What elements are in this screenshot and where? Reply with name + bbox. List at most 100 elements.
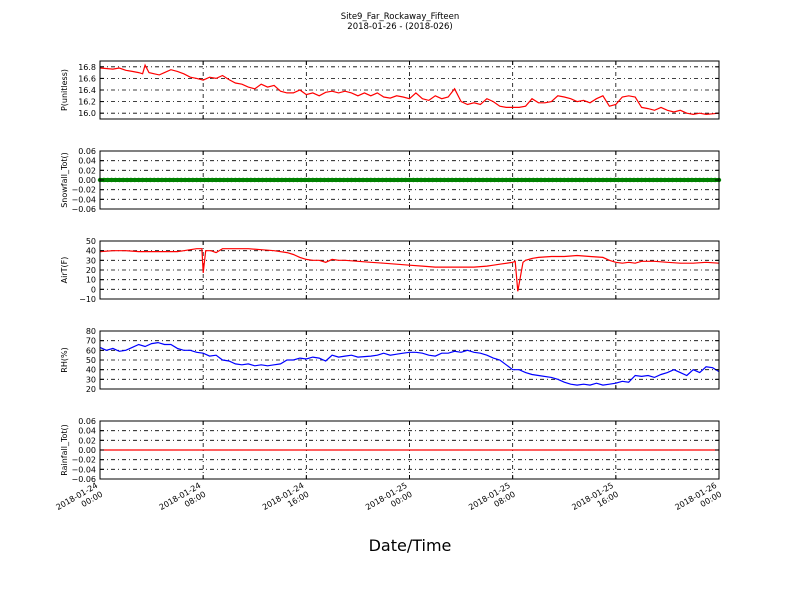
chart-subtitle: 2018-01-26 - (2018-026) <box>347 22 452 32</box>
data-point <box>449 177 455 183</box>
y-axis-label: Snowfall_Tot() <box>60 152 69 208</box>
y-tick-label: −0.04 <box>71 195 96 204</box>
y-tick-label: −10 <box>79 295 96 304</box>
y-tick-label: 16.2 <box>78 98 96 107</box>
data-point <box>302 177 308 183</box>
y-tick-label: 60 <box>86 346 96 355</box>
y-tick-label: 70 <box>86 337 96 346</box>
data-point <box>418 177 424 183</box>
data-point <box>322 177 327 183</box>
data-point <box>434 177 439 183</box>
y-tick-label: 10 <box>86 276 96 285</box>
data-point <box>589 177 594 183</box>
data-point <box>654 177 660 183</box>
data-point <box>229 177 234 183</box>
data-point <box>647 177 652 183</box>
data-point <box>364 177 370 183</box>
data-point <box>515 177 521 183</box>
data-point <box>484 177 490 183</box>
y-tick-label: −0.02 <box>71 456 96 465</box>
data-point <box>117 177 122 183</box>
data-point <box>213 177 219 183</box>
data-point <box>306 177 312 183</box>
y-tick-label: 20 <box>86 266 96 275</box>
data-point <box>465 177 470 183</box>
data-point <box>608 177 613 183</box>
data-point <box>279 177 285 183</box>
data-point <box>155 177 161 183</box>
data-point <box>519 177 524 183</box>
data-point <box>353 177 358 183</box>
data-point <box>144 177 149 183</box>
data-point <box>674 177 679 183</box>
data-point <box>523 177 528 183</box>
data-point <box>233 177 238 183</box>
data-point <box>546 177 551 183</box>
data-point <box>565 177 571 183</box>
data-point <box>670 177 675 183</box>
y-tick-label: 50 <box>86 356 96 365</box>
data-point <box>360 177 366 183</box>
y-tick-label: −0.02 <box>71 186 96 195</box>
data-point <box>341 177 346 183</box>
data-point <box>469 177 474 183</box>
data-point <box>651 177 656 183</box>
data-point <box>395 177 401 183</box>
data-point <box>542 177 548 183</box>
y-tick-label: 80 <box>86 327 96 336</box>
series-line <box>99 341 720 386</box>
data-point <box>283 177 288 183</box>
data-point <box>132 177 138 183</box>
data-point <box>206 177 211 183</box>
data-point <box>426 177 432 183</box>
data-point <box>445 177 451 183</box>
data-point <box>252 177 257 183</box>
data-point <box>124 177 130 183</box>
data-point <box>194 177 199 183</box>
y-tick-label: 0.02 <box>78 436 96 445</box>
data-point <box>534 177 540 183</box>
data-point <box>217 177 223 183</box>
data-point <box>326 177 331 183</box>
data-point <box>179 177 184 183</box>
data-point <box>438 177 443 183</box>
data-point <box>697 177 702 183</box>
data-point <box>260 177 265 183</box>
data-point <box>167 177 172 183</box>
data-point <box>457 177 462 183</box>
data-point <box>329 177 335 183</box>
data-point <box>151 177 157 183</box>
data-point <box>504 177 509 183</box>
y-tick-label: 30 <box>86 375 96 384</box>
data-point <box>705 177 710 183</box>
data-point <box>496 177 501 183</box>
data-point <box>666 177 671 183</box>
data-point <box>190 177 196 183</box>
data-point <box>593 177 598 183</box>
data-point <box>554 177 559 183</box>
data-point <box>198 177 203 183</box>
data-point <box>527 177 532 183</box>
data-point <box>384 177 389 183</box>
data-point <box>237 177 242 183</box>
data-point <box>600 177 606 183</box>
data-point <box>635 177 640 183</box>
series-line <box>99 63 720 116</box>
panel-5: 0.060.040.020.00−0.02−0.04−0.06Rainfall_… <box>60 417 720 484</box>
data-point <box>268 177 273 183</box>
data-point <box>562 177 567 183</box>
panels: 16.016.216.416.616.8P(unitless)0.060.040… <box>60 60 722 484</box>
data-point <box>186 177 192 183</box>
data-point <box>295 177 300 183</box>
data-point <box>693 177 698 183</box>
data-point <box>387 177 393 183</box>
data-point <box>221 177 226 183</box>
data-point <box>391 177 397 183</box>
data-point <box>480 177 486 183</box>
